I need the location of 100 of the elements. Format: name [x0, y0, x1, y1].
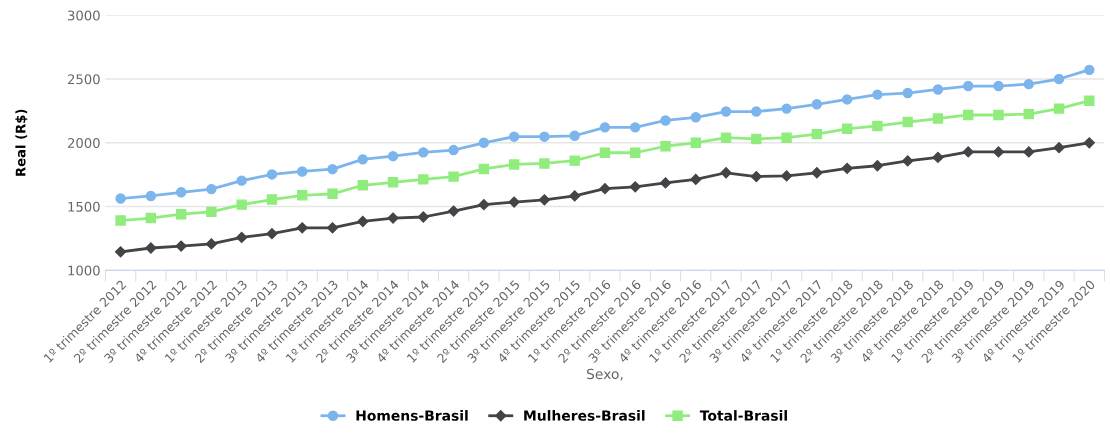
point	[266, 228, 278, 240]
point	[902, 155, 914, 167]
point	[630, 122, 641, 133]
point	[599, 183, 611, 195]
point	[599, 122, 611, 133]
point	[992, 146, 1005, 158]
point	[357, 180, 368, 191]
point	[871, 160, 884, 172]
point	[297, 166, 308, 177]
point	[478, 137, 490, 148]
point	[629, 181, 641, 193]
point	[326, 222, 339, 234]
point	[1053, 103, 1065, 114]
point	[1023, 146, 1035, 158]
point	[115, 215, 126, 226]
x-axis-title: Sexo,	[586, 368, 623, 381]
y-tick-label: 1000	[68, 265, 100, 276]
point	[357, 154, 368, 165]
point	[387, 150, 399, 162]
point	[811, 167, 823, 179]
point	[569, 155, 580, 166]
point	[720, 106, 732, 117]
point	[175, 240, 187, 252]
point	[236, 199, 247, 210]
point	[145, 242, 157, 254]
point	[660, 115, 671, 126]
point	[206, 183, 217, 195]
point	[175, 187, 187, 198]
point	[508, 159, 520, 170]
point	[841, 123, 853, 134]
point	[720, 167, 732, 179]
point	[478, 163, 490, 175]
point	[872, 89, 883, 100]
y-axis-title: Real (R$)	[15, 109, 28, 176]
point	[115, 193, 126, 204]
legend-label: Mulheres-Brasil	[524, 410, 645, 421]
point	[993, 109, 1004, 121]
point	[932, 84, 944, 95]
legend-label: Homens-Brasil	[356, 410, 468, 421]
point	[750, 170, 762, 183]
point	[448, 171, 459, 182]
point	[780, 170, 793, 182]
y-tick-label: 2000	[67, 138, 100, 148]
y-tick-label: 3000	[68, 10, 100, 21]
point	[508, 131, 520, 142]
point	[236, 175, 247, 186]
point	[448, 144, 459, 156]
point	[145, 190, 157, 202]
point	[387, 177, 399, 188]
point	[418, 174, 429, 185]
point	[1023, 78, 1034, 90]
point	[539, 158, 550, 169]
point	[1053, 142, 1065, 154]
point	[508, 196, 520, 208]
point	[418, 147, 429, 158]
point	[357, 215, 369, 228]
point	[932, 113, 944, 124]
point	[266, 194, 278, 205]
point	[447, 205, 460, 217]
point	[297, 190, 308, 201]
point	[993, 80, 1004, 92]
point	[690, 137, 701, 148]
point	[599, 147, 611, 158]
point	[872, 120, 883, 132]
point	[417, 211, 429, 223]
point	[569, 190, 581, 202]
y-tick-label: 2500	[67, 74, 100, 85]
point	[781, 132, 792, 143]
point	[962, 146, 974, 158]
point	[538, 194, 551, 206]
point	[660, 141, 671, 152]
point	[569, 130, 580, 141]
point	[1083, 137, 1095, 149]
point	[1084, 95, 1095, 106]
point	[781, 103, 792, 114]
point	[690, 173, 702, 185]
point	[659, 177, 672, 189]
point	[1023, 108, 1034, 120]
point	[205, 238, 218, 250]
point	[1053, 73, 1065, 85]
y-tick-label: 1500	[68, 201, 100, 212]
point	[206, 206, 217, 218]
point	[932, 151, 944, 164]
point	[811, 99, 823, 110]
point	[539, 131, 550, 142]
point	[327, 163, 338, 175]
point	[690, 112, 701, 123]
point	[751, 106, 762, 117]
point	[902, 116, 913, 128]
point	[114, 246, 127, 258]
point	[478, 199, 490, 211]
point	[963, 109, 974, 121]
point	[811, 128, 823, 140]
point	[720, 132, 732, 143]
legend-label: Total-Brasil	[699, 410, 787, 421]
point	[266, 169, 278, 180]
point	[327, 188, 338, 200]
point	[902, 87, 913, 99]
point	[841, 94, 853, 105]
point	[963, 80, 974, 92]
